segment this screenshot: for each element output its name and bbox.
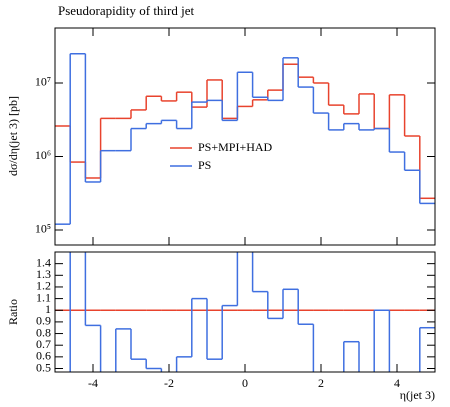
y-axis-label: dσ/dη(jet 3) [pb] [6, 96, 20, 176]
y-tick-label: 10⁶ [35, 148, 51, 162]
y-tick-label: 0.9 [36, 314, 51, 328]
chart-title: Pseudorapidity of third jet [58, 3, 195, 18]
ratio-plot [55, 252, 435, 372]
ratio-frame [54, 251, 436, 373]
y-tick-label: 1.3 [36, 267, 51, 281]
ratio-axis-label: Ratio [6, 299, 20, 325]
main-frame [54, 27, 436, 246]
y-tick-label: 0.5 [36, 360, 51, 374]
y-tick-label: 1.1 [36, 290, 51, 304]
y-tick-label: 1 [45, 302, 51, 316]
y-tick-label: 0.7 [36, 337, 51, 351]
x-tick-label: 2 [318, 376, 324, 390]
y-tick-label: 0.6 [36, 349, 51, 363]
y-tick-label: 1.4 [36, 255, 51, 269]
x-axis-label: η(jet 3) [400, 388, 435, 402]
x-tick-label: 4 [394, 376, 400, 390]
x-tick-label: 0 [242, 376, 248, 390]
legend-label: PS+MPI+HAD [198, 140, 273, 154]
axes: 10⁵ 10⁶ 10⁷ PS+MPI+HAD PS 0.50.60.70.80.911.1… [35, 27, 436, 390]
legend-label: PS [198, 158, 211, 172]
y-tick-label: 0.8 [36, 325, 51, 339]
x-tick-label: -4 [88, 376, 98, 390]
main-plot [55, 52, 435, 225]
y-tick-label: 10⁵ [35, 222, 51, 236]
y-tick-label: 1.2 [36, 279, 51, 293]
x-tick-label: -2 [164, 376, 174, 390]
y-tick-label: 10⁷ [35, 75, 51, 89]
